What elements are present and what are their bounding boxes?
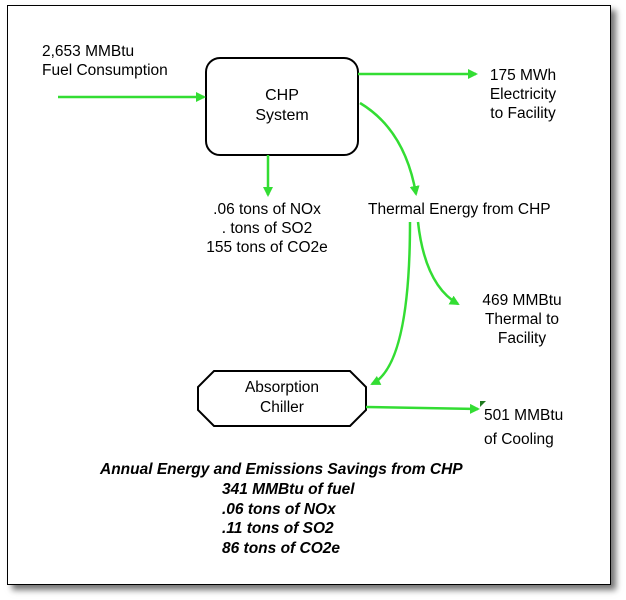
thermal-to-facility-arrow <box>416 221 460 306</box>
electricity-caption-1: Electricity <box>489 86 557 103</box>
chiller-line2: Chiller <box>260 399 304 416</box>
thermal-facility-label: 469 MMBtu Thermal to Facility <box>478 291 566 348</box>
emissions-label: .06 tons of NOx . tons of SO2 155 tons o… <box>188 200 346 257</box>
chp-system-label: CHP System <box>206 86 358 126</box>
savings-summary-list: 341 MMBtu of fuel .06 tons of NOx .11 to… <box>222 480 355 558</box>
thermal-facility-caption-2: Facility <box>497 330 547 347</box>
cooling-corner-mark <box>480 401 486 407</box>
electricity-label: 175 MWh Electricity to Facility <box>478 66 568 123</box>
absorption-chiller-box <box>197 370 367 427</box>
thermal-to-chiller-arrow <box>370 221 412 386</box>
chp-line2: System <box>255 107 309 124</box>
emissions-nox: .06 tons of NOx <box>213 201 321 218</box>
thermal-energy-arrow <box>359 101 420 196</box>
electricity-caption-2: to Facility <box>490 105 556 122</box>
cooling-arrow <box>365 403 480 414</box>
cooling-label: 501 MMBtu of Cooling <box>484 404 563 452</box>
chp-line1: CHP <box>265 87 299 104</box>
thermal-facility-amount: 469 MMBtu <box>482 292 562 309</box>
fuel-amount: 2,653 MMBtu <box>42 43 135 60</box>
thermal-energy-label: Thermal Energy from CHP <box>368 201 551 218</box>
emissions-co2e: 155 tons of CO2e <box>206 239 328 256</box>
savings-so2: .11 tons of SO2 <box>222 520 334 537</box>
cooling-caption: of Cooling <box>484 431 554 448</box>
cooling-amount: 501 MMBtu <box>484 407 564 424</box>
savings-nox: .06 tons of NOx <box>222 500 336 518</box>
fuel-label: 2,653 MMBtu Fuel Consumption <box>42 42 168 80</box>
chp-system-box <box>205 57 359 156</box>
savings-summary-title: Annual Energy and Emissions Savings from… <box>100 461 463 478</box>
electricity-amount: 175 MWh <box>489 67 557 84</box>
savings-fuel: 341 MMBtu of fuel <box>222 481 355 498</box>
savings-co2e: 86 tons of CO2e <box>222 539 340 557</box>
thermal-facility-caption-1: Thermal to <box>484 311 560 328</box>
absorption-chiller-label: Absorption Chiller <box>198 378 366 418</box>
emissions-so2: . tons of SO2 <box>221 220 313 237</box>
chiller-line1: Absorption <box>244 379 320 396</box>
fuel-caption: Fuel Consumption <box>42 62 168 79</box>
